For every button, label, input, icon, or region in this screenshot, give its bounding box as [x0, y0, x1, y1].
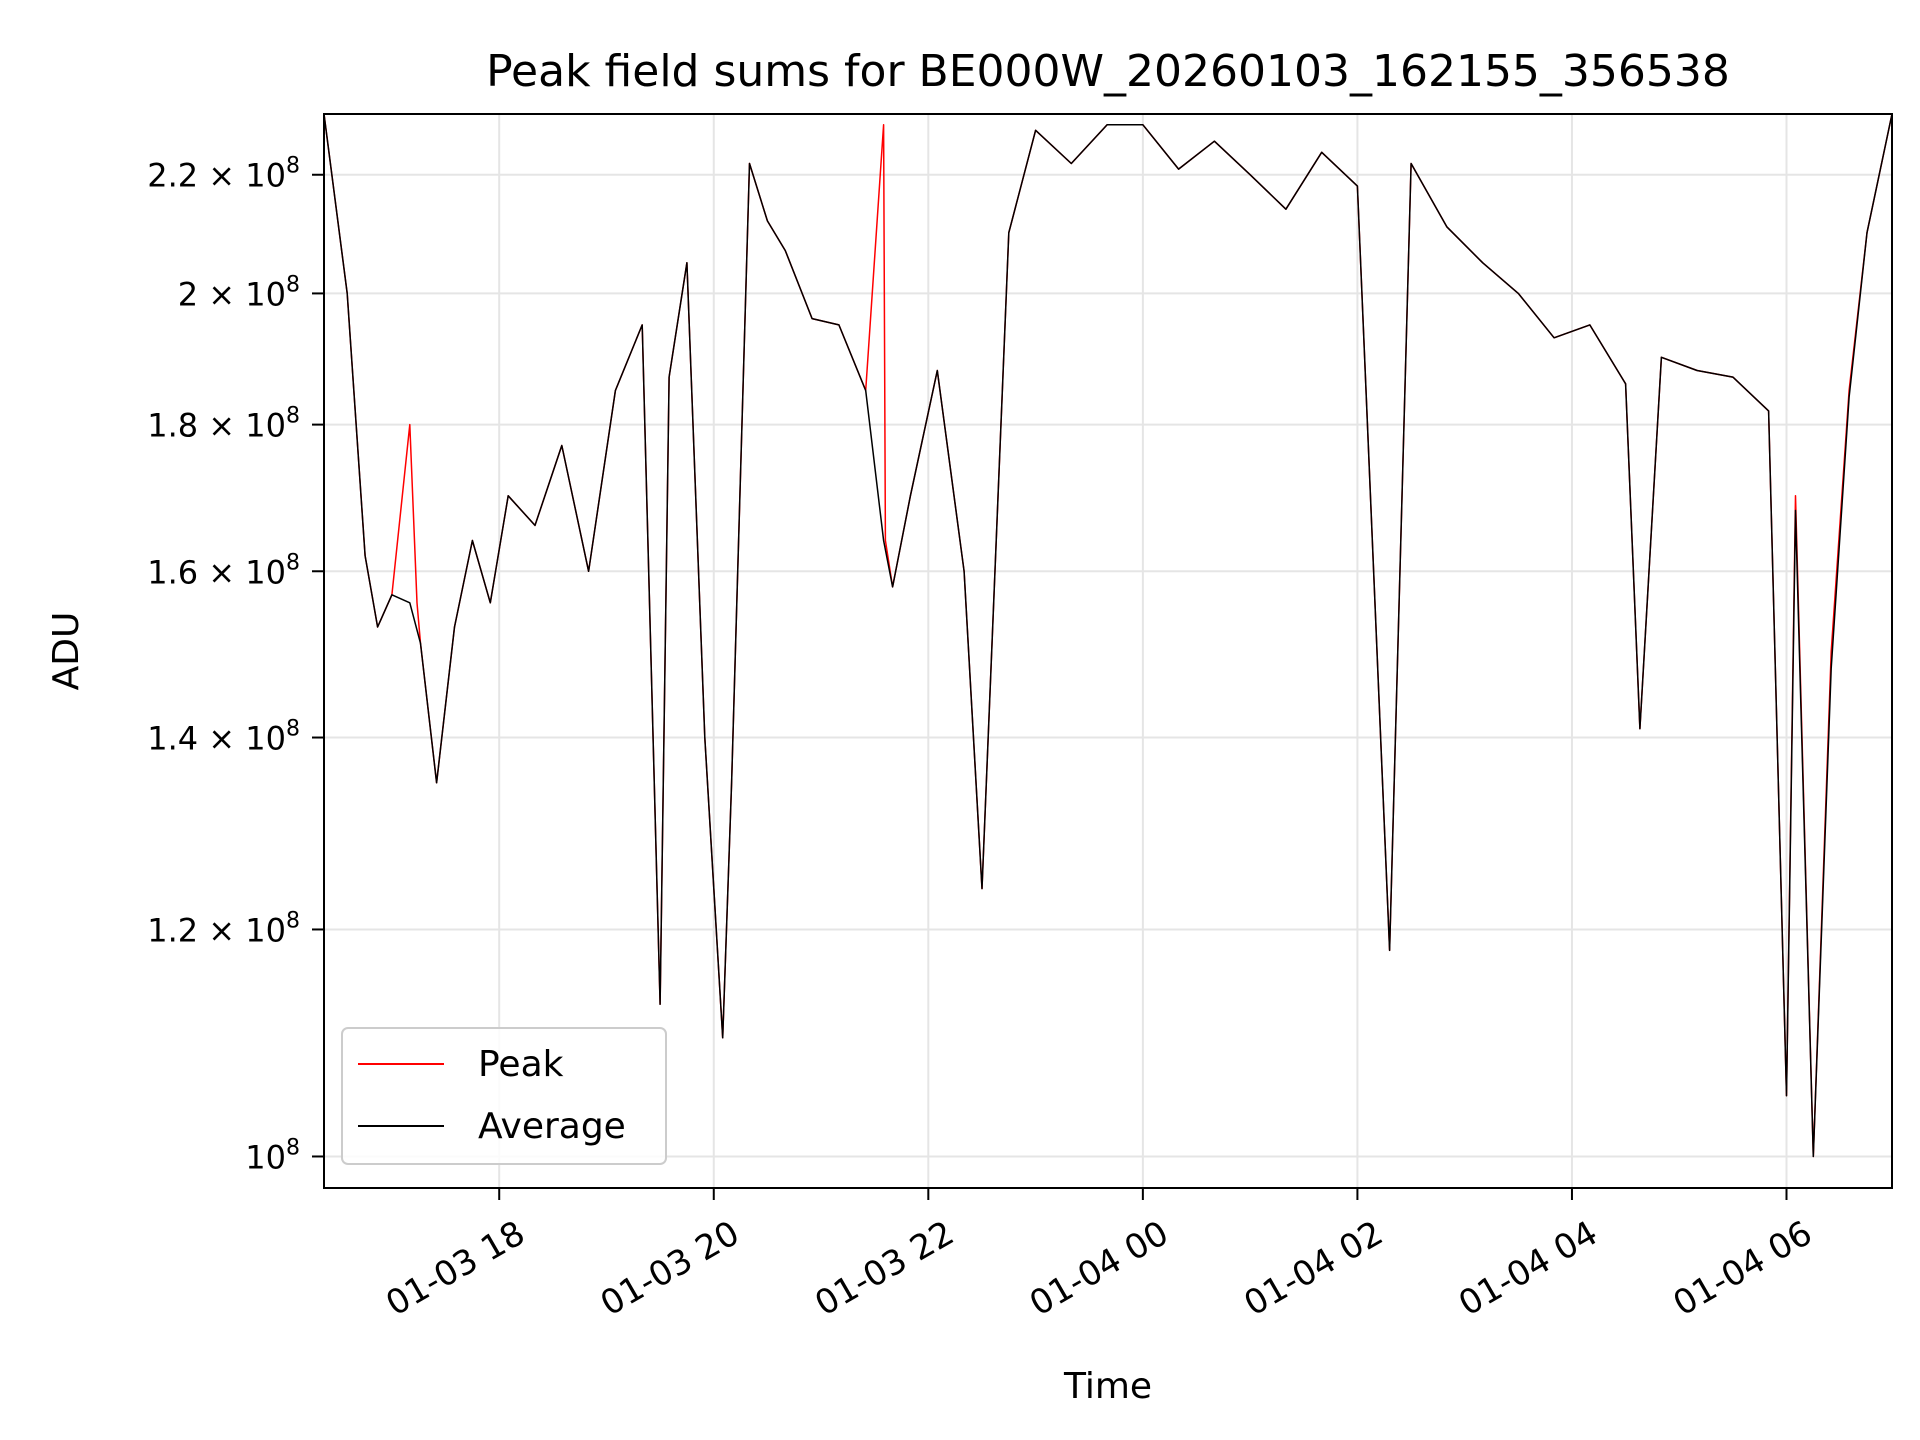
y-axis-label: ADU — [46, 612, 87, 691]
y-tick-label: 1.4 × 108 — [147, 717, 300, 758]
y-tick-label: 1.6 × 108 — [147, 550, 300, 591]
x-axis-label: Time — [1063, 1366, 1152, 1407]
grid-lines — [324, 114, 1892, 1188]
y-tick-label: 1.8 × 108 — [147, 404, 300, 445]
y-tick-label: 2 × 108 — [178, 272, 300, 313]
legend: Peak Average — [341, 1027, 667, 1165]
x-axis-ticks: 01-03 18 01-03 20 01-03 22 01-04 00 01-04 02… — [379, 1188, 1819, 1324]
x-tick-label: 01-04 06 — [1667, 1213, 1819, 1324]
plot-frame — [323, 113, 1893, 1189]
x-tick-label: 01-03 18 — [379, 1213, 531, 1324]
y-axis-ticks: 108 1.2 × 108 1.4 × 108 1.6 × 108 1.8 × 108 2… — [147, 154, 324, 1176]
x-tick-label: 01-03 22 — [808, 1213, 960, 1324]
legend-box — [341, 1027, 667, 1165]
y-tick-label: 108 — [245, 1135, 300, 1176]
plot-lines — [323, 113, 1893, 1158]
legend-label-average: Average — [478, 1106, 626, 1147]
x-tick-label: 01-03 20 — [594, 1213, 746, 1324]
series-line-peak — [323, 113, 1893, 1158]
legend-label-peak: Peak — [478, 1044, 564, 1085]
chart-title: Peak field sums for BE000W_20260103_1621… — [486, 46, 1730, 97]
y-tick-label: 1.2 × 108 — [147, 908, 300, 949]
y-tick-label: 2.2 × 108 — [147, 154, 300, 195]
x-tick-label: 01-04 00 — [1023, 1213, 1175, 1324]
x-tick-label: 01-04 02 — [1238, 1213, 1390, 1324]
x-tick-label: 01-04 04 — [1452, 1213, 1604, 1324]
series-line-average — [323, 113, 1893, 1158]
